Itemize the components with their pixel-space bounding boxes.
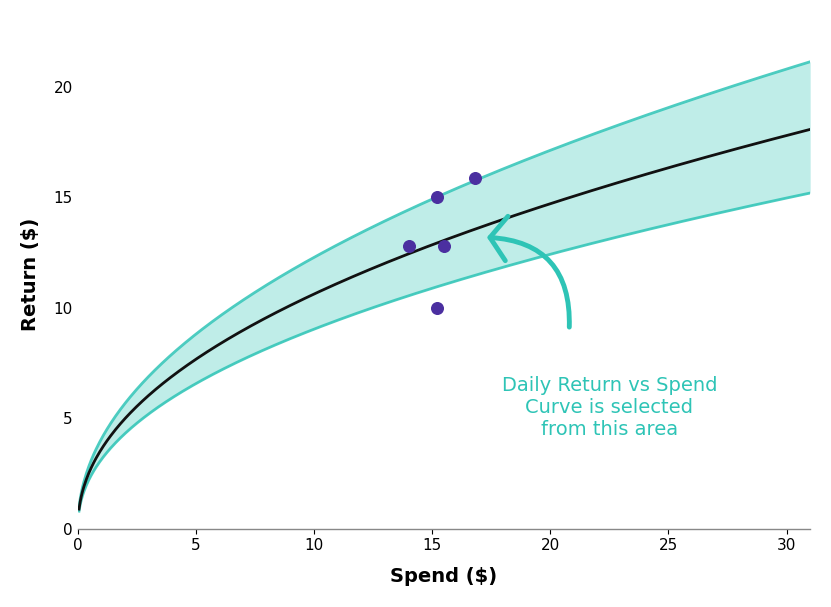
- Point: [402, 241, 416, 251]
- Text: Daily Return vs Spend
Curve is selected
from this area: Daily Return vs Spend Curve is selected …: [502, 376, 717, 439]
- Point: [437, 241, 450, 251]
- Point: [430, 192, 444, 202]
- Y-axis label: Return ($): Return ($): [21, 218, 40, 331]
- Point: [430, 303, 444, 313]
- FancyArrowPatch shape: [490, 216, 569, 327]
- Point: [468, 173, 481, 183]
- X-axis label: Spend ($): Spend ($): [391, 567, 498, 586]
